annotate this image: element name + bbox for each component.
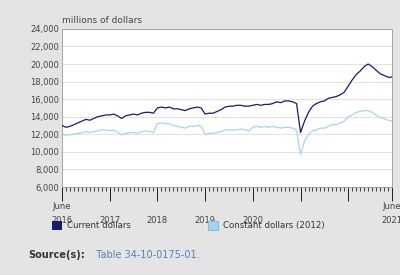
Text: Current dollars: Current dollars — [67, 221, 131, 230]
Text: Source(s):: Source(s): — [28, 250, 85, 260]
Text: Table 34-10-0175-01.: Table 34-10-0175-01. — [90, 250, 200, 260]
Text: 2018: 2018 — [147, 216, 168, 225]
Text: Constant dollars (2012): Constant dollars (2012) — [223, 221, 324, 230]
Text: 2020: 2020 — [242, 216, 263, 225]
Text: 2016: 2016 — [52, 216, 72, 225]
Text: 2017: 2017 — [99, 216, 120, 225]
Text: millions of dollars: millions of dollars — [62, 16, 142, 25]
Text: June: June — [53, 202, 71, 211]
Text: 2019: 2019 — [195, 216, 216, 225]
Text: June: June — [383, 202, 400, 211]
Text: 2021: 2021 — [382, 216, 400, 225]
